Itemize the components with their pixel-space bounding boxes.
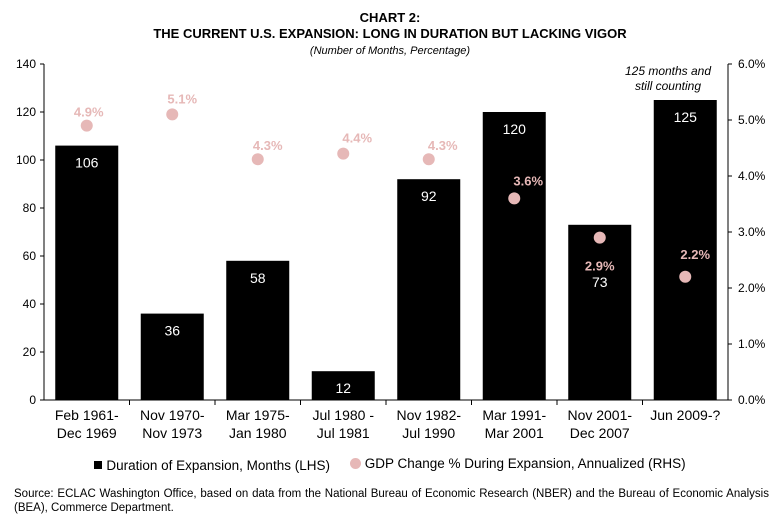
- right-tick-label: 1.0%: [738, 337, 766, 351]
- gdp-dot: [80, 119, 93, 132]
- left-tick-label: 60: [23, 249, 37, 263]
- x-tick-label: Nov 2001-: [567, 407, 632, 423]
- right-tick-label: 6.0%: [738, 57, 766, 71]
- x-tick-label: Dec 1969: [57, 425, 117, 441]
- left-tick-label: 0: [29, 393, 36, 407]
- x-tick-label: Jan 1980: [229, 425, 287, 441]
- gdp-dot: [593, 231, 606, 244]
- chart-plot: 0 20 40 60 80 100 120 140 0.0% 1.0% 2.0% 3.0% 4.0% 5.…: [16, 57, 766, 441]
- chart-title-line1: CHART 2:: [359, 10, 421, 25]
- bar-data-label: 106: [75, 155, 99, 171]
- legend: Duration of Expansion, Months (LHS) GDP …: [0, 456, 780, 473]
- legend-item-bars: Duration of Expansion, Months (LHS): [94, 458, 330, 473]
- bar-data-label: 58: [250, 270, 266, 286]
- annotation-line1: 125 months and: [625, 64, 711, 78]
- x-tick-label: Nov 1973: [142, 425, 202, 441]
- left-tick-label: 80: [23, 201, 37, 215]
- legend-bars-label: Duration of Expansion, Months (LHS): [106, 457, 330, 473]
- left-tick-label: 40: [23, 297, 37, 311]
- left-tick-label: 100: [16, 153, 36, 167]
- annotation-line2: still counting: [635, 79, 701, 93]
- x-tick-label: Mar 1991-: [482, 407, 546, 423]
- dot-data-label: 4.3%: [253, 138, 283, 153]
- right-tick-label: 5.0%: [738, 113, 766, 127]
- x-tick-label: Jun 2009-?: [650, 407, 720, 423]
- gdp-dot: [166, 108, 179, 121]
- right-tick-label: 4.0%: [738, 169, 766, 183]
- legend-item-dots: GDP Change % During Expansion, Annualize…: [349, 456, 686, 471]
- dot-data-label: 4.4%: [342, 131, 372, 146]
- bar-data-label: 125: [674, 109, 698, 125]
- bar-data-label: 92: [421, 188, 437, 204]
- x-tick-label: Jul 1990: [402, 425, 455, 441]
- x-tick-label: Mar 1975-: [226, 407, 290, 423]
- bar-data-label: 120: [503, 121, 527, 137]
- dot-data-label: 2.2%: [680, 247, 710, 262]
- dot-data-label: 4.9%: [74, 105, 104, 120]
- bar: [226, 260, 290, 400]
- bar: [482, 112, 546, 400]
- chart-subtitle: (Number of Months, Percentage): [309, 45, 471, 57]
- bar-data-label: 36: [164, 323, 180, 339]
- legend-dots-label: GDP Change % During Expansion, Annualize…: [364, 456, 686, 471]
- left-tick-label: 120: [16, 105, 36, 119]
- bar-data-label: 73: [592, 274, 608, 290]
- gdp-dot: [679, 270, 692, 283]
- dot-data-label: 4.3%: [428, 138, 458, 153]
- x-tick-label: Mar 2001: [485, 425, 544, 441]
- legend-bar-swatch: [94, 461, 103, 469]
- x-tick-label: Nov 1970-: [140, 407, 205, 423]
- left-tick-label: 140: [16, 57, 36, 71]
- bar: [140, 313, 204, 400]
- dot-data-label: 2.9%: [585, 259, 615, 274]
- bar: [568, 224, 632, 400]
- gdp-dot: [508, 192, 521, 205]
- x-tick-label: Dec 2007: [570, 425, 630, 441]
- dot-data-label: 5.1%: [167, 91, 197, 106]
- x-tick-label: Jul 1981: [317, 425, 370, 441]
- bar: [653, 100, 717, 400]
- dot-data-label: 3.6%: [513, 173, 543, 188]
- gdp-dot: [251, 153, 264, 166]
- bar: [55, 145, 119, 400]
- chart-title-line2: THE CURRENT U.S. EXPANSION: LONG IN DURA…: [153, 26, 627, 41]
- right-tick-label: 2.0%: [738, 281, 766, 295]
- x-tick-label: Feb 1961-: [55, 407, 119, 423]
- x-tick-label: Nov 1982-: [396, 407, 461, 423]
- legend-dot-swatch: [349, 458, 361, 469]
- gdp-dot: [422, 153, 435, 166]
- bar: [311, 371, 375, 400]
- x-tick-label: Jul 1980 -: [313, 407, 375, 423]
- left-tick-label: 20: [23, 345, 37, 359]
- bar: [397, 179, 461, 400]
- source-note: Source: ECLAC Washington Office, based o…: [14, 488, 769, 514]
- bar-data-label: 12: [335, 380, 351, 396]
- right-tick-label: 0.0%: [738, 393, 766, 407]
- right-tick-label: 3.0%: [738, 225, 766, 239]
- gdp-dot: [337, 147, 350, 160]
